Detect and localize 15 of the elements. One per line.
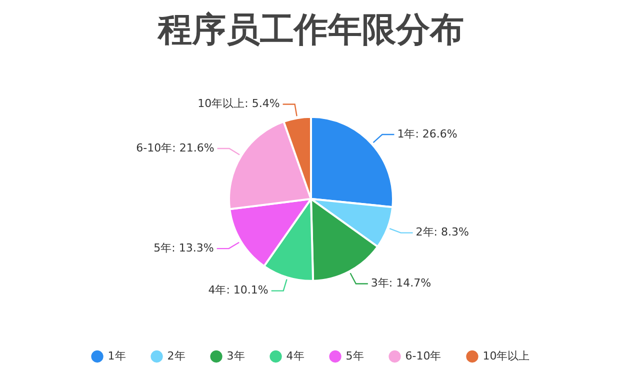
data-label: 1年: 26.6% — [397, 127, 458, 140]
data-label: 2年: 8.3% — [416, 226, 469, 239]
data-label: 5年: 13.3% — [154, 241, 214, 254]
legend-label: 2年 — [167, 349, 186, 362]
legend-label: 5年 — [346, 349, 364, 362]
chart-title: 程序员工作年限分布 — [157, 10, 464, 50]
data-label: 4年: 10.1% — [208, 284, 268, 297]
legend-label: 6-10年 — [405, 349, 442, 362]
data-label: 10年以上: 5.4% — [198, 97, 280, 110]
legend-label: 4年 — [286, 349, 304, 362]
data-label: 6-10年: 21.6% — [136, 141, 214, 154]
legend-label: 1年 — [108, 349, 126, 362]
legend-label: 3年 — [226, 349, 245, 362]
legend-label: 10年以上 — [482, 349, 530, 362]
data-label: 3年: 14.7% — [370, 276, 432, 290]
